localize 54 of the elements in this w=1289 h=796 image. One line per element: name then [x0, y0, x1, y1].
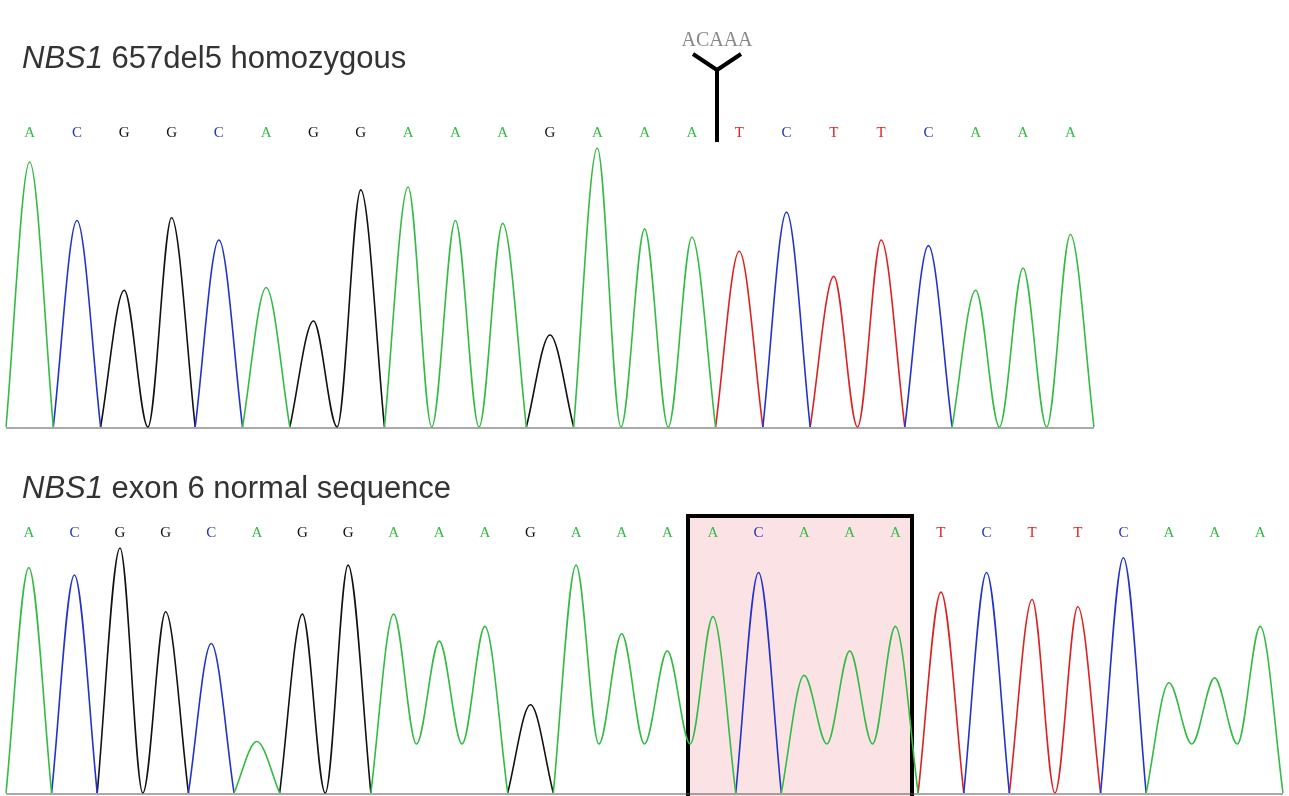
x-tick-label: A: [1017, 123, 1029, 140]
x-tick-label: C: [981, 523, 992, 540]
x-tick-label: T: [1027, 523, 1037, 540]
x-tick-label: A: [1209, 523, 1221, 540]
x-tick-label: A: [479, 523, 491, 540]
x-tick-label: G: [297, 523, 309, 540]
x-tick-label: A: [449, 123, 461, 140]
chart-title: NBS1 657del5 homozygous: [22, 40, 407, 75]
x-tick-label: A: [497, 123, 509, 140]
x-tick-label: A: [570, 523, 582, 540]
x-tick-label: T: [936, 523, 946, 540]
x-tick-label: C: [753, 523, 764, 540]
x-tick-label: G: [114, 523, 126, 540]
x-tick-label: A: [591, 123, 603, 140]
x-tick-label: A: [798, 523, 810, 540]
x-tick-label: A: [1254, 523, 1266, 540]
x-tick-label: C: [781, 123, 792, 140]
x-tick-label: A: [707, 523, 719, 540]
x-tick-label: A: [1064, 123, 1076, 140]
x-tick-label: G: [308, 123, 320, 140]
x-tick-label: A: [402, 123, 414, 140]
x-tick-label: G: [118, 123, 130, 140]
x-tick-label: T: [829, 123, 839, 140]
x-tick-label: A: [844, 523, 856, 540]
x-tick-label: C: [69, 523, 80, 540]
x-tick-label: G: [160, 523, 172, 540]
x-tick-label: A: [686, 123, 698, 140]
x-tick-label: A: [639, 123, 651, 140]
x-tick-label: A: [433, 523, 445, 540]
x-tick-label: T: [1073, 523, 1083, 540]
x-tick-label: G: [544, 123, 556, 140]
x-tick-label: C: [923, 123, 934, 140]
x-tick-label: A: [1163, 523, 1175, 540]
x-tick-label: C: [71, 123, 82, 140]
x-tick-label: G: [355, 123, 367, 140]
x-tick-label: A: [616, 523, 628, 540]
x-tick-label: C: [206, 523, 217, 540]
x-tick-label: G: [525, 523, 537, 540]
x-tick-label: G: [342, 523, 354, 540]
x-tick-label: A: [251, 523, 263, 540]
x-tick-label: T: [876, 123, 886, 140]
x-tick-label: A: [260, 123, 272, 140]
x-tick-label: C: [1118, 523, 1129, 540]
x-tick-label: A: [23, 523, 35, 540]
x-tick-label: T: [734, 123, 744, 140]
chart-title: NBS1 exon 6 normal sequence: [22, 470, 452, 505]
x-tick-label: C: [213, 123, 224, 140]
x-tick-label: G: [166, 123, 178, 140]
x-tick-label: A: [24, 123, 36, 140]
x-tick-label: A: [388, 523, 400, 540]
text: ACAAA: [680, 28, 754, 51]
x-tick-label: A: [889, 523, 901, 540]
x-tick-label: A: [661, 523, 673, 540]
x-tick-label: A: [970, 123, 982, 140]
